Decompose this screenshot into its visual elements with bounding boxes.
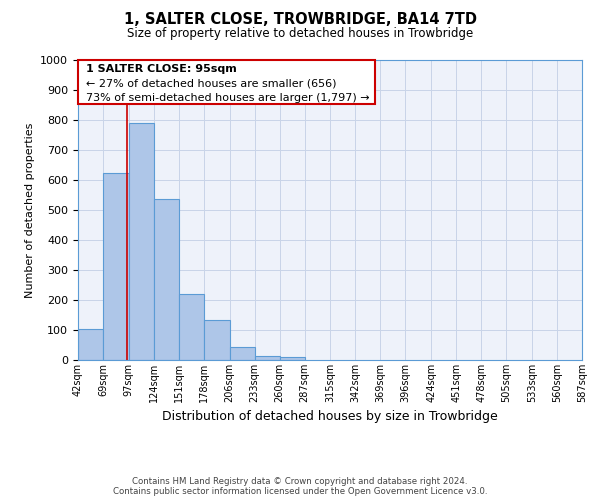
Bar bbox=[254, 356, 280, 360]
Bar bbox=[129, 123, 154, 360]
Bar bbox=[103, 174, 129, 360]
Text: ← 27% of detached houses are smaller (656): ← 27% of detached houses are smaller (65… bbox=[86, 79, 336, 89]
Text: 73% of semi-detached houses are larger (1,797) →: 73% of semi-detached houses are larger (… bbox=[86, 94, 369, 104]
Bar bbox=[78, 329, 103, 360]
Text: Size of property relative to detached houses in Trowbridge: Size of property relative to detached ho… bbox=[127, 28, 473, 40]
X-axis label: Distribution of detached houses by size in Trowbridge: Distribution of detached houses by size … bbox=[162, 410, 498, 424]
Bar bbox=[280, 357, 305, 360]
Text: 1 SALTER CLOSE: 95sqm: 1 SALTER CLOSE: 95sqm bbox=[86, 64, 236, 74]
Bar bbox=[179, 294, 204, 360]
Bar bbox=[154, 199, 179, 360]
Y-axis label: Number of detached properties: Number of detached properties bbox=[25, 122, 35, 298]
Text: Contains HM Land Registry data © Crown copyright and database right 2024.
Contai: Contains HM Land Registry data © Crown c… bbox=[113, 476, 487, 496]
FancyBboxPatch shape bbox=[78, 60, 376, 104]
Bar bbox=[204, 320, 230, 360]
Text: 1, SALTER CLOSE, TROWBRIDGE, BA14 7TD: 1, SALTER CLOSE, TROWBRIDGE, BA14 7TD bbox=[124, 12, 476, 28]
Bar bbox=[230, 346, 254, 360]
